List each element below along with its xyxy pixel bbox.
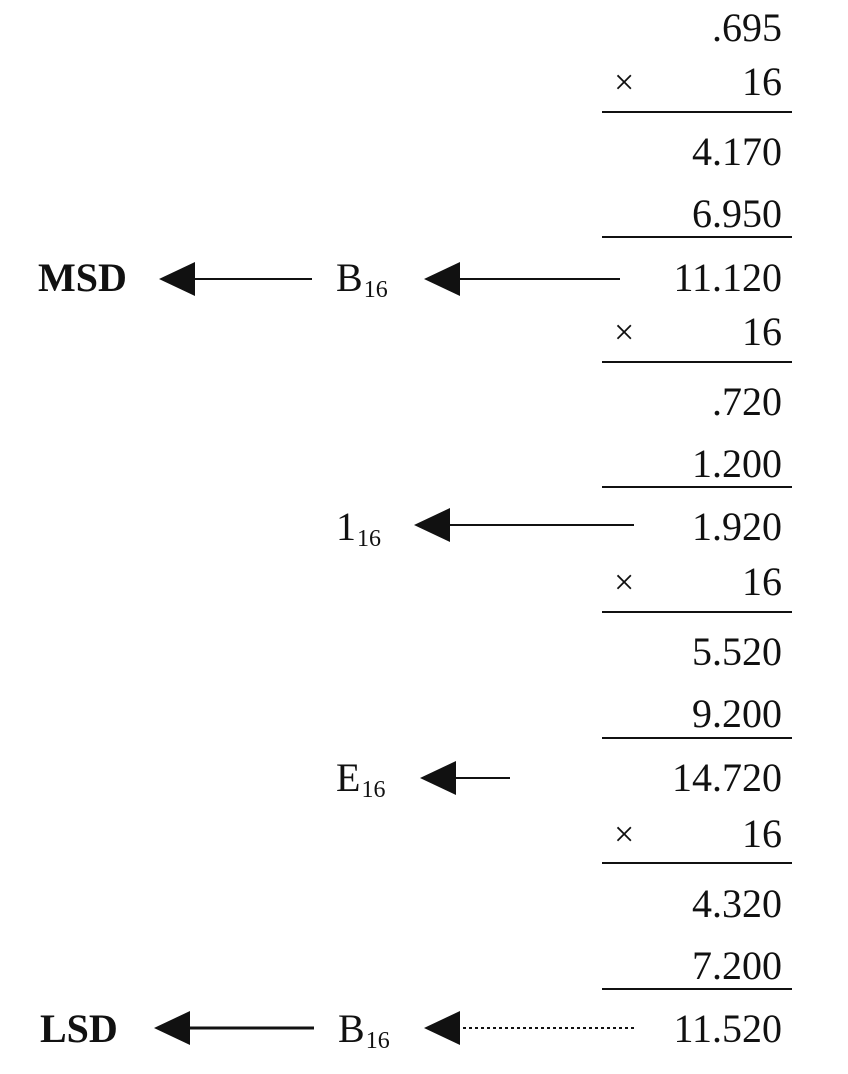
product-value: 11.520 — [673, 1006, 782, 1051]
msd-label: MSD — [38, 255, 127, 300]
multiplier-value: 16 — [742, 811, 782, 856]
sum-rule — [602, 988, 792, 990]
multiplier-value: 16 — [742, 59, 782, 104]
hex-digit-1-base: 16 — [363, 277, 388, 303]
lsd-label: LSD — [40, 1006, 118, 1051]
multiplicand-value: .695 — [712, 5, 782, 50]
hex-digit-3-char: E — [336, 755, 361, 800]
multiplication-rule — [602, 862, 792, 864]
hex-digit-1-char: B — [336, 255, 363, 300]
partial-product-1: 4.170 — [692, 129, 782, 174]
partial-product-2: 7.200 — [692, 943, 782, 988]
product-value: 14.720 — [672, 755, 782, 800]
arrow-left-icon — [154, 1011, 314, 1045]
hex-digit-4-base: 16 — [365, 1028, 390, 1054]
multiplier-value: 16 — [742, 309, 782, 354]
product-value: 11.120 — [673, 255, 782, 300]
hex-digit-4-char: B — [338, 1006, 365, 1051]
times-symbol: × — [614, 62, 635, 102]
product-value: 1.920 — [692, 504, 782, 549]
partial-product-1: 4.320 — [692, 881, 782, 926]
arrow-left-icon — [424, 262, 620, 296]
times-symbol: × — [614, 562, 635, 602]
sum-rule — [602, 737, 792, 739]
sum-rule — [602, 236, 792, 238]
partial-product-2: 6.950 — [692, 191, 782, 236]
hex-digit-3: E16 — [336, 754, 385, 814]
hex-digit-2-char: 1 — [336, 504, 356, 549]
arrow-left-icon — [424, 1011, 634, 1045]
times-symbol: × — [614, 814, 635, 854]
partial-product-2: 9.200 — [692, 691, 782, 736]
multiplier-value: 16 — [742, 559, 782, 604]
hex-digit-2: 116 — [336, 503, 381, 563]
multiplication-rule — [602, 111, 792, 113]
arrow-left-icon — [414, 508, 634, 542]
arrow-left-icon — [159, 262, 312, 296]
hex-digit-3-base: 16 — [361, 777, 386, 803]
times-symbol: × — [614, 312, 635, 352]
arrow-left-icon — [420, 761, 510, 795]
sum-rule — [602, 486, 792, 488]
partial-product-1: .720 — [712, 379, 782, 424]
hex-digit-4: B16 — [338, 1005, 390, 1065]
hex-digit-2-base: 16 — [357, 526, 381, 552]
partial-product-1: 5.520 — [692, 629, 782, 674]
multiplication-rule — [602, 361, 792, 363]
hex-digit-1: B16 — [336, 254, 388, 314]
partial-product-2: 1.200 — [692, 441, 782, 486]
multiplication-rule — [602, 611, 792, 613]
